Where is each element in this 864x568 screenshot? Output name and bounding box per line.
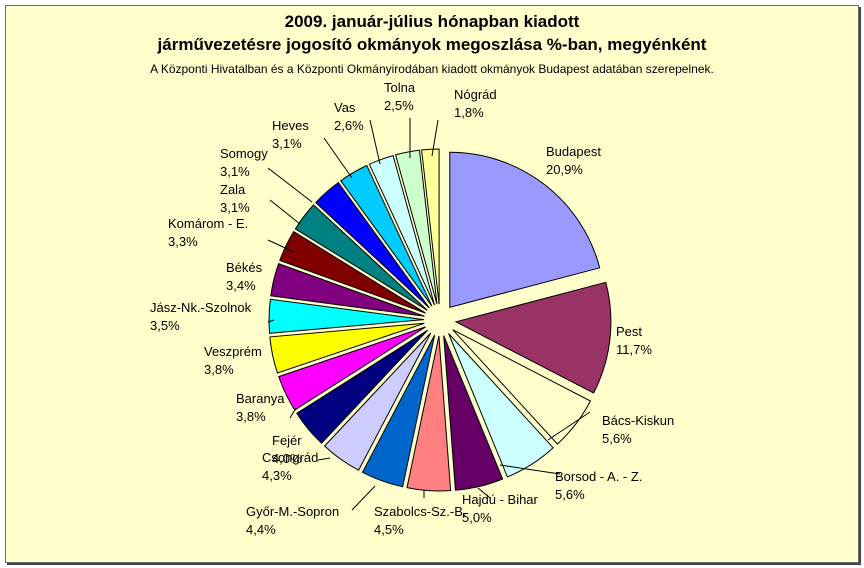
slice-label-hajdú-bihar: Hajdú - Bihar 5,0% [462, 492, 539, 525]
slice-value-label: 1,8% [454, 105, 484, 120]
slice-value-label: 3,8% [204, 362, 234, 377]
slice-label-csongrád: Csongrád 4,3% [262, 450, 318, 483]
slice-value-label: 3,1% [220, 200, 250, 215]
slice-label-bács-kiskun: Bács-Kiskun 5,6% [602, 413, 674, 446]
pie-slice-békés [270, 263, 425, 317]
pie-slice-heves [340, 164, 433, 307]
pie-slice-pest [454, 281, 612, 394]
slice-name: Győr-M.-Sopron [246, 504, 339, 519]
slice-value-label: 5,6% [555, 487, 585, 502]
leader-line [323, 137, 353, 179]
slice-name: Veszprém [204, 344, 262, 359]
slice-value-label: 3,5% [150, 318, 180, 333]
leader-line [317, 457, 331, 461]
leader-line [431, 119, 439, 157]
slice-label-pest: Pest 11,7% [616, 324, 652, 357]
pie-slice-zala [294, 204, 428, 311]
slice-label-heves: Heves 3,1% [272, 118, 309, 151]
leader-line [267, 239, 295, 253]
slice-name: Tolna [384, 80, 416, 95]
slice-label-veszprém: Veszprém 3,8% [204, 344, 262, 377]
slice-value-label: 5,0% [462, 510, 492, 525]
slice-label-tolna: Tolna 2,5% [384, 80, 416, 113]
pie-slice-somogy [314, 181, 430, 309]
slice-value-label: 20,9% [546, 162, 583, 177]
pie-slice-hajdú-bihar [443, 335, 504, 491]
slice-name: Szabolcs-Sz.-B. [374, 504, 466, 519]
slice-value-label: 4,3% [262, 468, 292, 483]
pie-slice-veszprém [269, 322, 425, 374]
slice-value-label: 3,1% [272, 136, 302, 151]
pie-slice-tolna [394, 149, 438, 305]
slice-label-borsod-a-z: Borsod - A. - Z. 5,6% [555, 469, 642, 502]
leader-line [499, 464, 561, 475]
slice-value-label: 4,0% [272, 451, 302, 466]
pie-slice-bács-kiskun [452, 329, 592, 445]
slice-name: Csongrád [262, 450, 318, 465]
pie-slice-komárom-e [279, 230, 426, 314]
slice-value-label: 2,6% [334, 118, 364, 133]
leader-line [267, 167, 313, 203]
slice-name: Komárom - E. [168, 216, 248, 231]
pie-slice-budapest [449, 151, 601, 308]
leader-line [351, 485, 376, 511]
slice-label-győr-m-sopron: Győr-M.-Sopron 4,4% [246, 504, 339, 537]
pie-slice-győr-m-sopron [361, 334, 436, 488]
slice-label-zala: Zala 3,1% [220, 182, 250, 215]
pie-slice-borsod-a-z [448, 333, 554, 478]
slice-label-szabolcs-sz-b: Szabolcs-Sz.-B. 4,5% [374, 504, 466, 537]
slice-name: Békés [226, 260, 263, 275]
slice-name: Heves [272, 118, 309, 133]
slice-value-label: 3,8% [236, 409, 266, 424]
slice-label-somogy: Somogy 3,1% [220, 146, 268, 179]
leader-line [477, 487, 491, 499]
slice-name: Jász-Nk.-Szolnok [150, 300, 252, 315]
chart-subtitle: A Központi Hivatalban és a Központi Okmá… [150, 62, 714, 76]
slice-name: Pest [616, 324, 642, 339]
slice-name: Baranya [236, 391, 285, 406]
leader-line [269, 199, 301, 225]
slice-value-label: 3,4% [226, 278, 256, 293]
slice-label-baranya: Baranya 3,8% [236, 391, 285, 424]
pie-slice-szabolcs-sz-b [406, 335, 452, 492]
slice-value-label: 4,4% [246, 522, 276, 537]
slice-name: Somogy [220, 146, 268, 161]
slice-value-label: 3,3% [168, 234, 198, 249]
slice-value-label: 2,5% [384, 98, 414, 113]
slice-label-békés: Békés 3,4% [226, 260, 263, 293]
leader-line [547, 411, 591, 441]
slice-value-label: 3,1% [220, 164, 250, 179]
slice-name: Borsod - A. - Z. [555, 469, 642, 484]
slice-name: Budapest [546, 144, 601, 159]
slice-name: Bács-Kiskun [602, 413, 674, 428]
slice-name: Vas [334, 100, 356, 115]
pie-slice-fejér [296, 329, 429, 444]
slice-label-nógrád: Nógrád 1,8% [454, 87, 497, 120]
slice-value-label: 4,5% [374, 522, 404, 537]
leader-line [289, 407, 297, 419]
slice-label-komárom-e: Komárom - E. 3,3% [168, 216, 248, 249]
pie-slice-jász-nk-szolnok [268, 298, 425, 334]
leader-line [267, 319, 275, 323]
chart-title: 2009. január-július hónapban kiadott [284, 12, 580, 31]
slice-value-label: 11,7% [616, 342, 652, 357]
slice-name: Fejér [272, 433, 302, 448]
pie-slice-nógrád [421, 148, 440, 305]
slice-label-fejér: Fejér 4,0% [272, 433, 302, 466]
slice-label-vas: Vas 2,6% [334, 100, 364, 133]
slice-name: Hajdú - Bihar [462, 492, 539, 507]
slice-name: Zala [220, 182, 246, 197]
pie-slice-csongrád [323, 332, 432, 471]
slice-value-label: 5,6% [602, 431, 632, 446]
slice-name: Nógrád [454, 87, 497, 102]
pie-slice-vas [368, 154, 435, 306]
chart-title-line2: járművezetésre jogosító okmányok megoszl… [157, 35, 707, 54]
leader-line [369, 119, 381, 165]
slice-label-budapest: Budapest 20,9% [546, 144, 601, 177]
slice-label-jász-nk-szolnok: Jász-Nk.-Szolnok 3,5% [150, 300, 252, 333]
